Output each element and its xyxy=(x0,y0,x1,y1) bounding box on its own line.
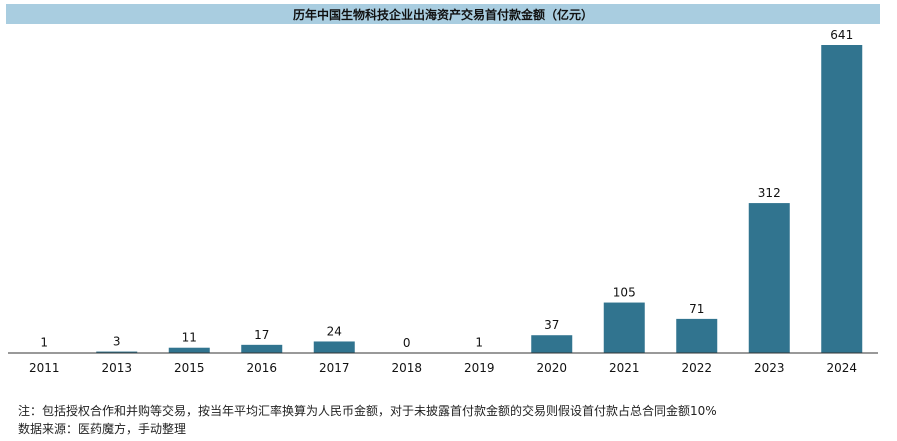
chart-title: 历年中国生物科技企业出海资产交易首付款金额（亿元） xyxy=(292,7,593,22)
data-label-2013: 3 xyxy=(113,335,121,349)
data-label-2017: 24 xyxy=(327,324,342,338)
data-label-2015: 11 xyxy=(182,331,197,345)
bar-2015 xyxy=(168,347,210,353)
x-tick-label-2021: 2021 xyxy=(609,361,640,375)
bar-2023 xyxy=(748,203,790,353)
data-label-2023: 312 xyxy=(758,186,781,200)
data-label-2021: 105 xyxy=(613,286,636,300)
chart-title-bar: 历年中国生物科技企业出海资产交易首付款金额（亿元） xyxy=(6,4,880,24)
bar-2017 xyxy=(313,341,355,353)
data-label-2011: 1 xyxy=(40,336,48,350)
x-tick-label-2022: 2022 xyxy=(681,361,712,375)
data-label-2024: 641 xyxy=(830,28,853,42)
data-label-2020: 37 xyxy=(544,318,559,332)
x-tick-label-2019: 2019 xyxy=(464,361,495,375)
bar-2022 xyxy=(676,318,718,353)
data-label-2019: 1 xyxy=(475,336,483,350)
x-tick-label-2023: 2023 xyxy=(754,361,785,375)
x-tick-label-2013: 2013 xyxy=(101,361,132,375)
bar-2020 xyxy=(531,335,573,353)
x-tick-label-2017: 2017 xyxy=(319,361,350,375)
x-tick-label-2024: 2024 xyxy=(826,361,857,375)
footnote: 注：包括授权合作和并购等交易，按当年平均汇率换算为人民币金额，对于未披露首付款金… xyxy=(18,404,717,418)
data-label-2016: 17 xyxy=(254,328,269,342)
data-source: 数据来源：医药魔方，手动整理 xyxy=(18,422,187,436)
x-tick-label-2020: 2020 xyxy=(536,361,567,375)
bar-2024 xyxy=(821,45,863,353)
x-tick-label-2018: 2018 xyxy=(391,361,422,375)
bar-2013 xyxy=(96,351,138,353)
data-label-2018: 0 xyxy=(403,336,411,350)
x-tick-label-2016: 2016 xyxy=(246,361,277,375)
x-tick-label-2015: 2015 xyxy=(174,361,205,375)
x-tick-label-2011: 2011 xyxy=(29,361,60,375)
data-label-2022: 71 xyxy=(689,302,704,316)
bar-2016 xyxy=(241,344,283,353)
bar-2021 xyxy=(603,302,645,353)
